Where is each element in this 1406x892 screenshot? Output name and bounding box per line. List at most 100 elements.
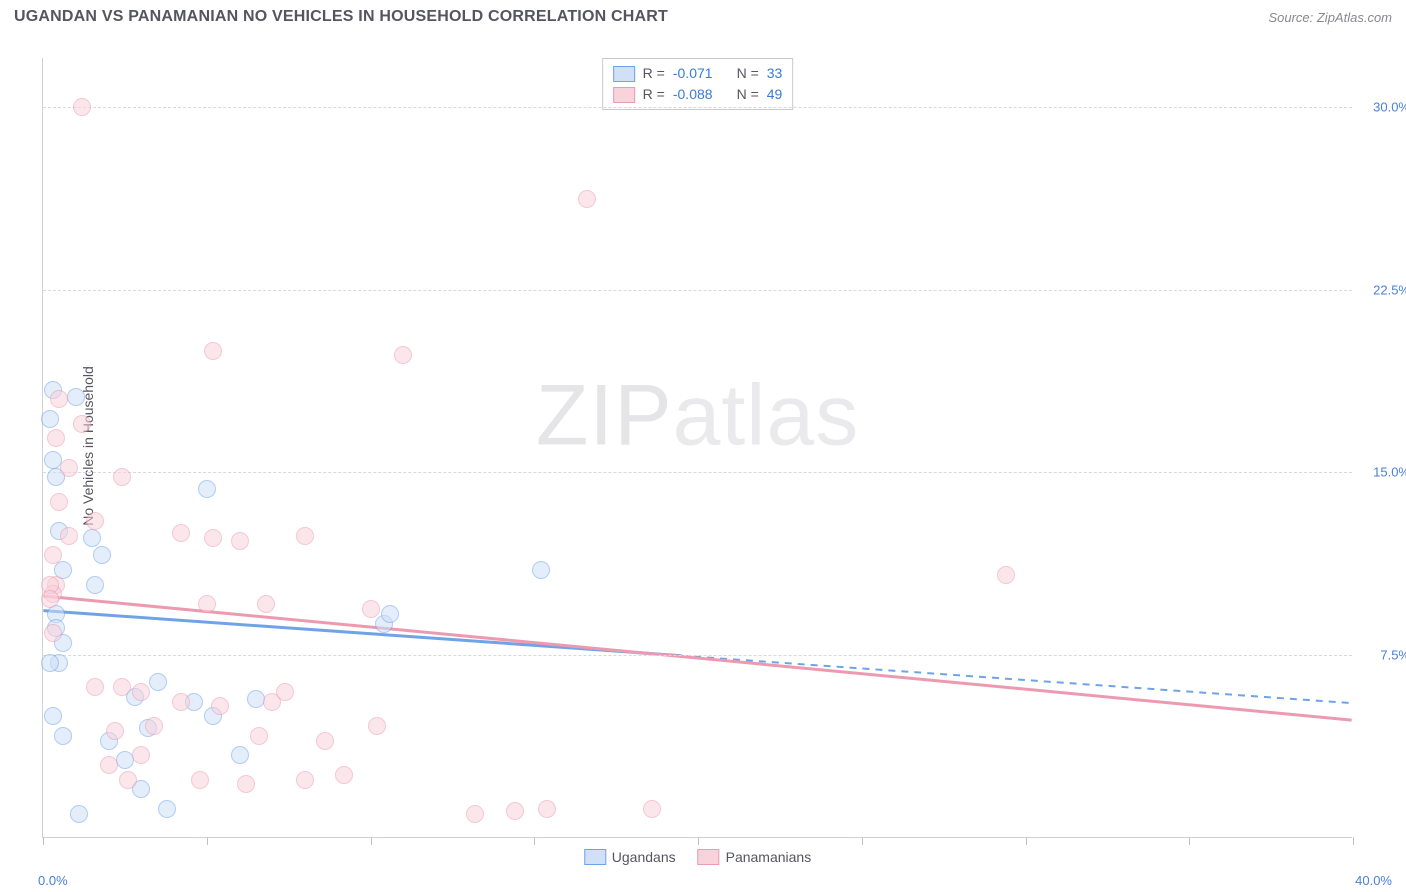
data-point (50, 390, 68, 408)
data-point (132, 683, 150, 701)
data-point (73, 98, 91, 116)
grid-line-horizontal (43, 107, 1352, 108)
data-point (257, 595, 275, 613)
data-point (44, 624, 62, 642)
y-tick-label: 15.0% (1358, 465, 1406, 480)
data-point (394, 346, 412, 364)
legend-value-r-panamanians: -0.088 (673, 84, 713, 105)
data-point (247, 690, 265, 708)
data-point (93, 546, 111, 564)
grid-line-horizontal (43, 290, 1352, 291)
data-point (106, 722, 124, 740)
legend-value-n-ugandans: 33 (767, 63, 783, 84)
series-legend-label-panamanians: Panamanians (726, 849, 812, 865)
x-tick-mark (534, 837, 535, 845)
data-point (296, 527, 314, 545)
data-point (335, 766, 353, 784)
data-point (113, 678, 131, 696)
data-point (198, 480, 216, 498)
data-point (132, 746, 150, 764)
data-point (231, 746, 249, 764)
data-point (211, 697, 229, 715)
data-point (44, 451, 62, 469)
x-tick-mark (1189, 837, 1190, 845)
data-point (198, 595, 216, 613)
data-point (532, 561, 550, 579)
y-tick-label: 22.5% (1358, 282, 1406, 297)
regression-lines (43, 58, 1352, 837)
y-tick-label: 7.5% (1358, 648, 1406, 663)
data-point (119, 771, 137, 789)
data-point (231, 532, 249, 550)
data-point (116, 751, 134, 769)
data-point (316, 732, 334, 750)
data-point (368, 717, 386, 735)
data-point (50, 493, 68, 511)
data-point (100, 756, 118, 774)
data-point (41, 654, 59, 672)
data-point (158, 800, 176, 818)
chart-plot-area: ZIPatlas R = -0.071 N = 33 R = -0.088 N … (42, 58, 1352, 838)
data-point (86, 512, 104, 530)
data-point (44, 546, 62, 564)
legend-swatch-panamanians (698, 849, 720, 865)
data-point (538, 800, 556, 818)
data-point (204, 342, 222, 360)
x-axis-min-label: 0.0% (38, 873, 68, 888)
legend-label-n: N = (737, 63, 759, 84)
data-point (250, 727, 268, 745)
data-point (149, 673, 167, 691)
x-tick-mark (1353, 837, 1354, 845)
data-point (381, 605, 399, 623)
data-point (506, 802, 524, 820)
series-legend-item: Panamanians (698, 849, 812, 865)
x-tick-mark (1026, 837, 1027, 845)
data-point (44, 707, 62, 725)
data-point (145, 717, 163, 735)
source-label: Source: ZipAtlas.com (1268, 10, 1392, 25)
data-point (86, 576, 104, 594)
watermark-thin: atlas (673, 368, 860, 464)
y-tick-label: 30.0% (1358, 99, 1406, 114)
regression-legend: R = -0.071 N = 33 R = -0.088 N = 49 (602, 58, 794, 110)
legend-label-n: N = (737, 84, 759, 105)
data-point (296, 771, 314, 789)
data-point (643, 800, 661, 818)
series-legend-label-ugandans: Ugandans (612, 849, 676, 865)
legend-value-r-ugandans: -0.071 (673, 63, 713, 84)
data-point (60, 527, 78, 545)
data-point (276, 683, 294, 701)
data-point (172, 524, 190, 542)
grid-line-horizontal (43, 472, 1352, 473)
legend-value-n-panamanians: 49 (767, 84, 783, 105)
legend-label-r: R = (643, 63, 665, 84)
series-legend: Ugandans Panamanians (584, 849, 811, 865)
data-point (113, 468, 131, 486)
data-point (83, 529, 101, 547)
series-legend-item: Ugandans (584, 849, 676, 865)
header: UGANDAN VS PANAMANIAN NO VEHICLES IN HOU… (0, 0, 1406, 32)
data-point (578, 190, 596, 208)
legend-label-r: R = (643, 84, 665, 105)
x-tick-mark (862, 837, 863, 845)
data-point (172, 693, 190, 711)
data-point (60, 459, 78, 477)
data-point (204, 529, 222, 547)
data-point (191, 771, 209, 789)
grid-line-horizontal (43, 655, 1352, 656)
data-point (41, 590, 59, 608)
data-point (41, 410, 59, 428)
x-axis-max-label: 40.0% (1355, 873, 1392, 888)
legend-swatch-ugandans (613, 66, 635, 82)
data-point (237, 775, 255, 793)
watermark-bold: ZIP (536, 368, 673, 464)
watermark: ZIPatlas (536, 367, 859, 466)
data-point (54, 727, 72, 745)
data-point (67, 388, 85, 406)
regression-legend-row: R = -0.088 N = 49 (613, 84, 783, 105)
x-tick-mark (698, 837, 699, 845)
data-point (466, 805, 484, 823)
x-tick-mark (371, 837, 372, 845)
x-tick-mark (207, 837, 208, 845)
chart-title: UGANDAN VS PANAMANIAN NO VEHICLES IN HOU… (14, 8, 668, 26)
